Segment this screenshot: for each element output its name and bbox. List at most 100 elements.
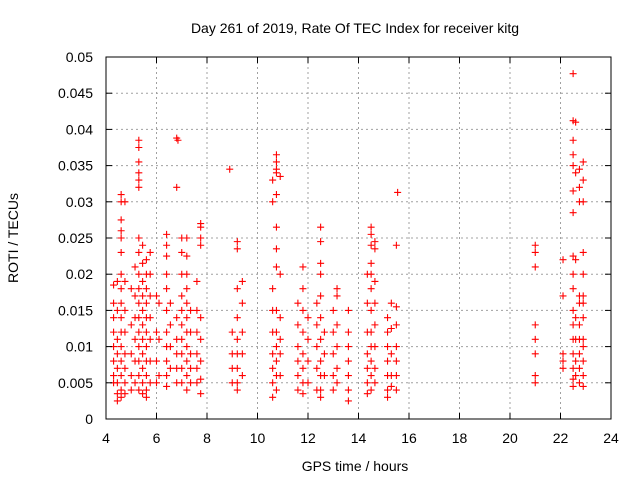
data-point [569,162,577,170]
data-point [299,263,307,271]
data-point [531,350,539,358]
data-point [367,223,375,231]
data-point [579,343,587,351]
data-point [142,299,150,307]
data-point [569,252,577,260]
data-point [113,397,121,405]
data-point [183,343,191,351]
data-point [367,230,375,238]
data-point [294,343,302,351]
data-point [163,372,171,380]
data-point [329,328,337,336]
data-point [579,248,587,256]
data-point [371,364,379,372]
data-point [183,234,191,242]
data-point [113,379,121,387]
data-point [313,321,321,329]
data-point [183,386,191,394]
data-point [139,277,147,285]
data-point [387,299,395,307]
x-tick-label: 20 [502,430,518,446]
data-point [313,299,321,307]
data-point [363,350,371,358]
data-point [135,144,143,151]
data-point [569,70,577,78]
data-point [269,379,277,387]
data-point [183,372,191,380]
data-point [304,357,312,365]
data-point [572,314,580,322]
data-point [384,393,392,401]
data-point [121,277,129,285]
data-point [127,285,135,293]
data-point [117,393,125,401]
data-point [392,321,400,329]
data-point [575,321,583,329]
x-tick-label: 24 [603,430,619,446]
x-tick-label: 18 [452,430,468,446]
data-point [117,270,125,278]
data-point [178,379,186,387]
data-point [392,357,400,365]
data-point [233,335,241,343]
data-point [163,382,171,390]
data-point [178,321,186,329]
data-point [371,343,379,351]
data-point [197,223,205,231]
data-point [299,285,307,293]
data-point [197,314,205,322]
data-point [333,364,341,372]
data-point [135,299,143,307]
data-point [135,158,143,166]
data-point [146,314,154,322]
data-point [575,183,583,191]
data-point [575,350,583,358]
data-point [276,335,284,343]
y-tick-label: 0.04 [66,121,93,137]
data-point [269,285,277,293]
data-point [579,382,587,390]
data-point [572,357,580,365]
data-point [579,176,587,184]
data-point [233,238,241,246]
data-point [238,277,246,285]
data-point [117,285,125,293]
x-tick-label: 14 [351,430,367,446]
data-point [155,372,163,380]
data-point [579,335,587,343]
data-point [387,382,395,390]
data-point [276,314,284,322]
data-point [121,364,129,372]
data-point [317,335,325,343]
data-point [384,328,392,336]
data-point [163,241,171,249]
data-point [569,306,577,314]
data-point [183,270,191,278]
data-point [304,314,312,322]
data-point [299,364,307,372]
data-point [384,314,392,322]
x-tick-label: 4 [102,430,110,446]
data-point [197,335,205,343]
data-point [363,390,371,398]
data-point [371,245,379,253]
data-point [276,172,284,180]
data-point [187,350,195,358]
data-point [569,382,577,390]
data-point [367,357,375,365]
data-point [153,357,160,365]
data-point [139,390,147,398]
data-point [121,306,129,314]
data-point [304,335,312,343]
data-point [110,314,118,322]
data-point [233,314,241,322]
data-point [367,241,375,249]
data-point [569,209,577,217]
data-point [131,379,139,387]
data-point [579,372,587,380]
data-point [139,350,147,358]
data-point [155,299,163,307]
data-point [371,321,379,329]
data-point [233,364,241,372]
data-point [183,252,191,260]
